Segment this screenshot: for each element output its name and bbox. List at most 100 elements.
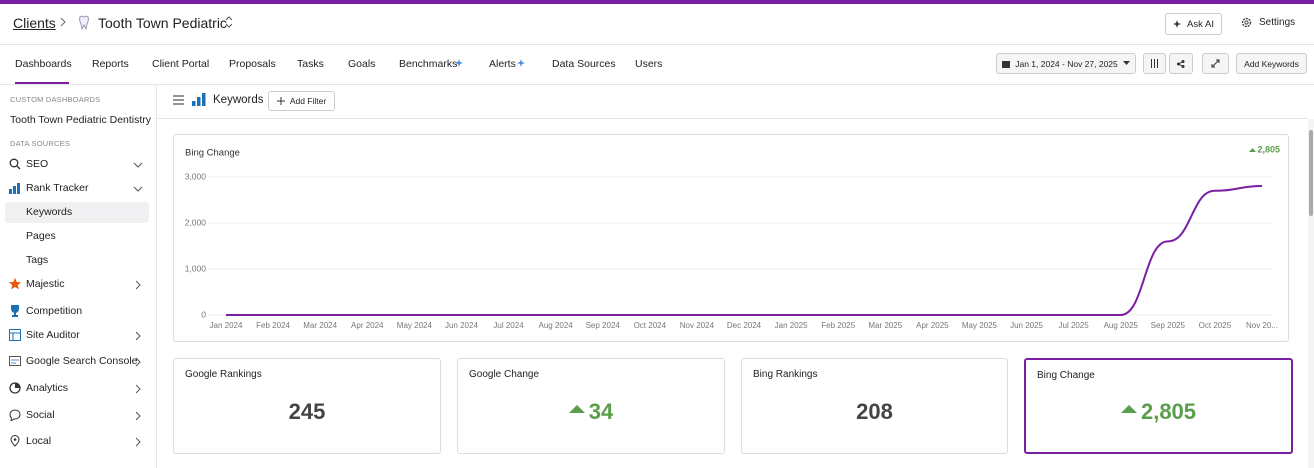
line-chart: Bing Change 2,805 0 1,000 2,000 3,000 Jan 20… <box>185 144 1280 330</box>
x-tick-label: Mar 2024 <box>303 321 337 330</box>
date-range: Jan 1, 2024 - Nov 27, 2025 <box>1015 58 1118 69</box>
card-title: Bing Rankings <box>753 369 818 380</box>
nav-item[interactable]: Competition <box>26 305 83 317</box>
breadcrumb[interactable]: Clients <box>13 15 56 31</box>
chevron <box>135 437 141 447</box>
gsc-icon <box>9 356 21 366</box>
sliders-icon <box>1151 59 1158 68</box>
x-tick-label: Jan 2024 <box>210 321 243 330</box>
stat-card[interactable]: Google Rankings 245 <box>173 358 441 454</box>
tab[interactable]: Dashboards <box>15 58 72 70</box>
chevron <box>135 384 141 394</box>
menu-icon[interactable] <box>173 95 184 105</box>
x-tick-label: Jul 2025 <box>1059 321 1090 330</box>
card-value: 245 <box>288 399 326 424</box>
nav-item[interactable]: Rank Tracker <box>26 182 89 194</box>
caret <box>1122 61 1130 65</box>
stat-card[interactable]: Google Change 34 <box>457 358 725 454</box>
share-button[interactable] <box>1169 53 1193 74</box>
tab[interactable]: Goals <box>348 58 376 70</box>
up-arrow <box>1120 405 1137 413</box>
scrollbar-track <box>1308 119 1314 468</box>
sparkle-icon <box>455 59 463 67</box>
tab[interactable]: Data Sources <box>552 58 616 70</box>
x-tick-label: Aug 2024 <box>539 321 574 330</box>
x-tick-label: Jun 2025 <box>1010 321 1043 330</box>
chevron <box>135 411 141 421</box>
tab[interactable]: Reports <box>92 58 129 70</box>
card-value: 34 <box>588 399 614 424</box>
active-tab-indicator <box>15 82 69 84</box>
calendar-icon <box>1002 60 1011 68</box>
add-keywords-label: Add Keywords <box>1244 58 1299 69</box>
search-icon <box>9 158 21 170</box>
tab[interactable]: Tasks <box>297 58 324 70</box>
ask-ai-button[interactable]: Ask AI <box>1165 13 1222 35</box>
selected-item-bg <box>5 202 149 223</box>
nav-item[interactable]: Social <box>26 409 55 421</box>
social-icon <box>9 409 21 421</box>
card-value-wrap: 2,805 <box>1026 399 1291 425</box>
add-keywords-button[interactable]: Add Keywords <box>1236 53 1307 74</box>
dashboard-link[interactable]: Tooth Town Pediatric Dentistry <box>10 114 152 126</box>
tab[interactable]: Proposals <box>229 58 276 70</box>
analytics-icon <box>9 382 21 394</box>
tab[interactable]: Benchmarks <box>399 58 458 70</box>
ask-ai-label: Ask AI <box>1187 18 1214 30</box>
stat-card-selected[interactable]: Bing Change 2,805 <box>1024 358 1293 454</box>
x-tick-label: May 2024 <box>397 321 433 330</box>
auditor-icon <box>9 329 21 341</box>
page-title: Keywords <box>213 94 264 106</box>
card-value: 208 <box>856 399 893 424</box>
x-tick-label: Apr 2025 <box>916 321 949 330</box>
y-tick-label: 1,000 <box>185 263 207 273</box>
sparkle-icon <box>517 59 525 67</box>
gear-icon[interactable] <box>1241 17 1252 28</box>
trophy-icon <box>11 305 19 317</box>
x-tick-label: Oct 2025 <box>1199 321 1232 330</box>
fullscreen-button[interactable] <box>1202 53 1229 74</box>
pin-icon <box>10 435 20 447</box>
x-tick-label: Dec 2024 <box>727 321 762 330</box>
stat-card[interactable]: Bing Rankings 208 <box>741 358 1008 454</box>
nav-subitem[interactable]: Pages <box>26 230 56 242</box>
x-tick-label: Apr 2024 <box>351 321 384 330</box>
y-tick-label: 2,000 <box>185 217 207 227</box>
nav-item[interactable]: Local <box>26 435 52 447</box>
x-tick-label: Jul 2024 <box>493 321 524 330</box>
plus-icon <box>276 97 285 105</box>
y-tick-label: 3,000 <box>185 171 207 181</box>
chevron <box>133 162 143 168</box>
card-value: 2,805 <box>1140 399 1197 424</box>
tab[interactable]: Alerts <box>489 58 516 70</box>
x-tick-label: Sep 2024 <box>586 321 621 330</box>
add-filter-label: Add Filter <box>289 96 327 106</box>
sparkle-icon <box>1173 19 1182 28</box>
tab[interactable]: Client Portal <box>152 58 210 70</box>
tooth-icon <box>79 15 89 30</box>
x-tick-label: Jan 2025 <box>775 321 808 330</box>
x-tick-label: Mar 2025 <box>868 321 902 330</box>
x-tick-label: Feb 2024 <box>256 321 290 330</box>
x-tick-label: Oct 2024 <box>634 321 667 330</box>
scrollbar-thumb[interactable] <box>1309 130 1313 216</box>
date-range-button[interactable]: Jan 1, 2024 - Nov 27, 2025 <box>996 53 1136 74</box>
x-tick-label: Nov 2024 <box>680 321 715 330</box>
tab[interactable]: Users <box>635 58 663 70</box>
nav-item[interactable]: Site Auditor <box>26 329 80 341</box>
nav-subitem[interactable]: Keywords <box>26 206 73 218</box>
nav-subitem[interactable]: Tags <box>26 254 49 266</box>
nav-item[interactable]: SEO <box>26 158 49 170</box>
switch-icon[interactable] <box>225 16 233 28</box>
nav-item[interactable]: Google Search Console <box>26 355 138 367</box>
nav-item[interactable]: Majestic <box>26 278 65 290</box>
client-name[interactable]: Tooth Town Pediatric <box>98 15 227 31</box>
rank-icon <box>9 183 20 194</box>
settings[interactable]: Settings <box>1259 17 1296 28</box>
top-bar <box>0 0 1314 4</box>
y-tick-label: 0 <box>201 309 206 319</box>
filter-button[interactable] <box>1143 53 1166 74</box>
nav-item[interactable]: Analytics <box>26 382 69 394</box>
star-icon <box>9 278 21 290</box>
add-filter-button[interactable]: Add Filter <box>268 91 335 111</box>
